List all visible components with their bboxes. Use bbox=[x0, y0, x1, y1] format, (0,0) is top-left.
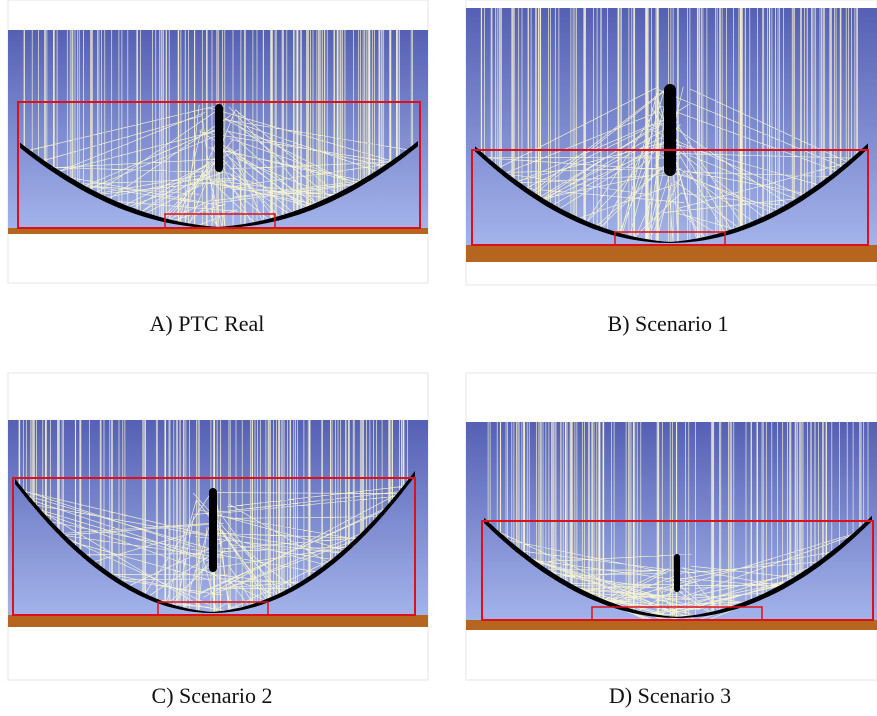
ground bbox=[8, 615, 428, 627]
ground bbox=[466, 620, 877, 630]
page: A) PTC Real B) Scenario 1 C) Scenario 2 D) … bbox=[0, 0, 877, 711]
figure: A) PTC Real B) Scenario 1 C) Scenario 2 D) … bbox=[0, 0, 877, 711]
absorber bbox=[215, 104, 223, 172]
absorber bbox=[664, 84, 676, 176]
caption: D) Scenario 3 bbox=[609, 683, 731, 708]
ground bbox=[466, 245, 877, 262]
panel bbox=[8, 0, 428, 283]
panel bbox=[8, 373, 428, 680]
panel bbox=[466, 0, 877, 285]
caption: A) PTC Real bbox=[150, 311, 265, 336]
absorber bbox=[674, 554, 680, 592]
caption: C) Scenario 2 bbox=[152, 683, 273, 708]
absorber bbox=[209, 488, 217, 572]
caption: B) Scenario 1 bbox=[608, 311, 729, 336]
panel bbox=[466, 373, 877, 680]
